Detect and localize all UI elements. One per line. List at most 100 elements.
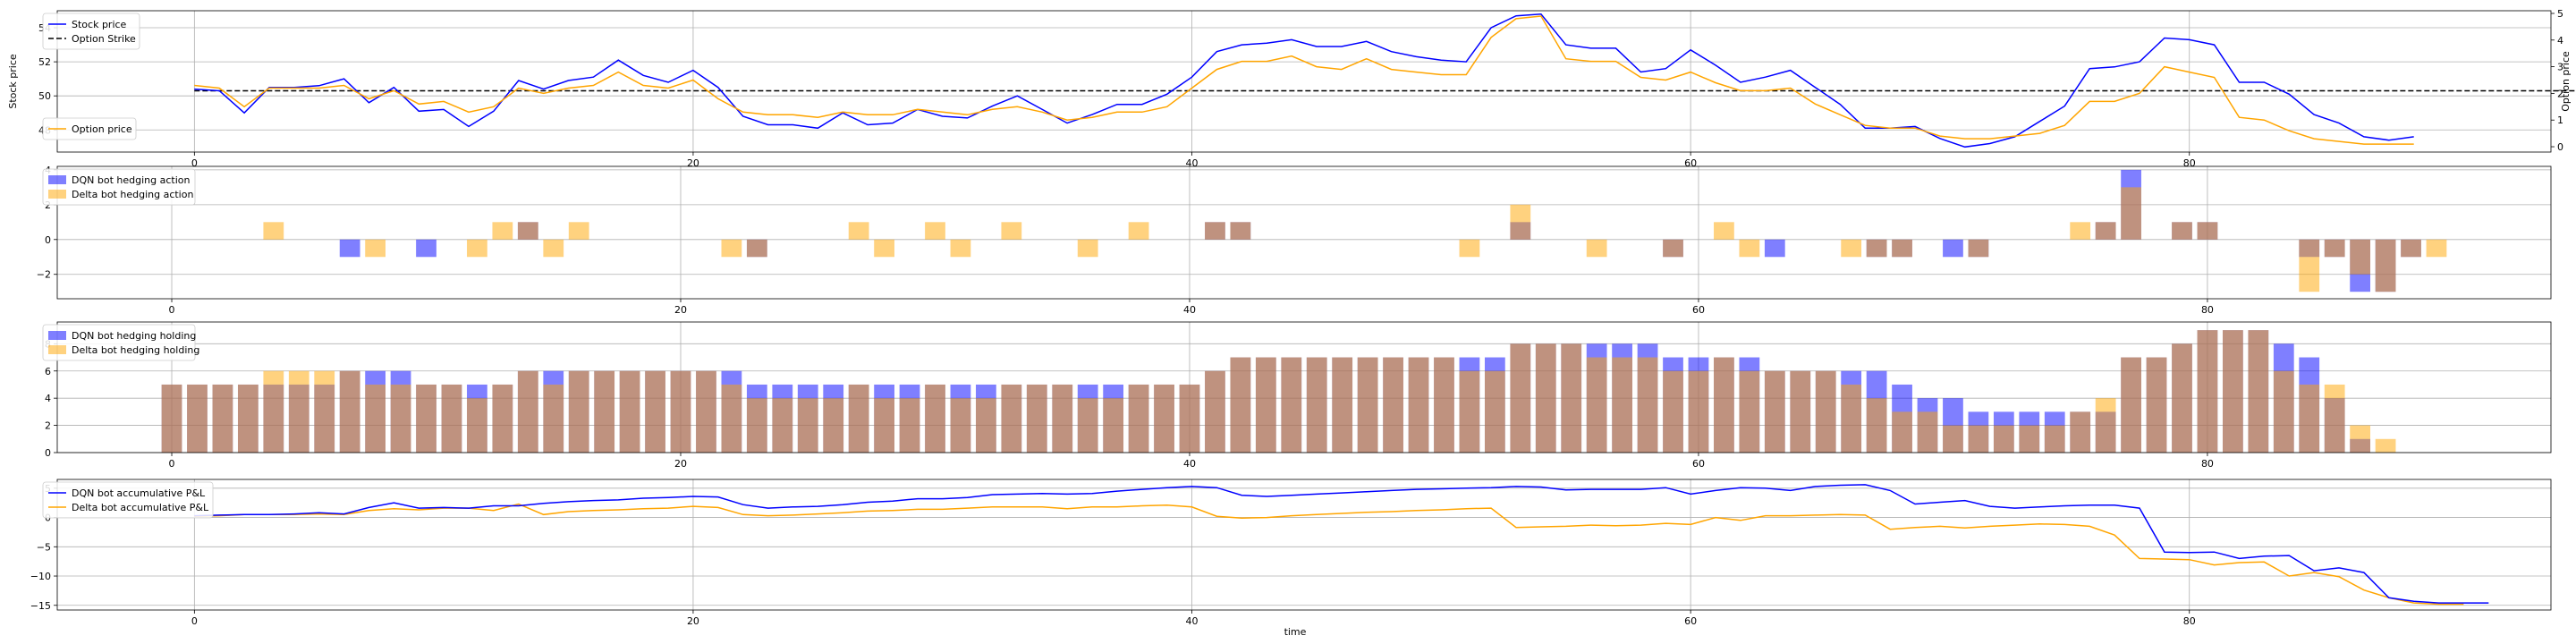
bar (1841, 385, 1861, 453)
y2-tick-label: 4 (2557, 35, 2563, 47)
x-tick-label: 40 (1186, 157, 1199, 169)
bar (1510, 343, 1530, 453)
bar (2299, 240, 2319, 292)
x-tick-label: 80 (2201, 458, 2214, 470)
bar (518, 371, 538, 453)
x-tick-label: 0 (191, 157, 198, 169)
bar (1230, 358, 1250, 453)
axes-frame (57, 11, 2551, 152)
bar (925, 222, 945, 239)
x-axis-label: time (1284, 626, 1307, 638)
bar (569, 222, 589, 239)
x-tick-label: 20 (687, 157, 699, 169)
bar (1001, 222, 1021, 239)
bar (747, 240, 767, 257)
bar (976, 398, 996, 453)
bar (2401, 240, 2421, 257)
bar (442, 385, 462, 453)
x-tick-label: 80 (2183, 615, 2196, 627)
dqn-pnl-line (194, 485, 2488, 603)
bar (1434, 358, 1454, 453)
bar (1230, 222, 1250, 239)
bar (1460, 371, 1480, 453)
bar (492, 222, 513, 239)
bar (1510, 205, 1530, 240)
bar (1892, 240, 1912, 257)
y-tick-label: −5 (37, 541, 51, 553)
y-tick-label: 2 (45, 420, 51, 432)
bar (772, 398, 792, 453)
bar (696, 371, 716, 453)
bar (1969, 426, 1989, 453)
y-tick-label: 0 (45, 447, 51, 459)
bar (1358, 358, 1378, 453)
bar (1409, 358, 1429, 453)
bar (1867, 398, 1887, 453)
x-tick-label: 60 (1684, 157, 1697, 169)
x-tick-label: 20 (674, 458, 687, 470)
hedging-holding-panel: 02040608002468DQN bot hedging holdingDel… (43, 322, 2551, 470)
bar (1943, 426, 1963, 453)
bar (1943, 240, 1963, 257)
bar (569, 371, 589, 453)
bar (2198, 330, 2218, 453)
x-tick-label: 80 (2201, 304, 2214, 316)
y-tick-label: 50 (38, 90, 51, 102)
legend-label: Delta bot hedging action (72, 189, 193, 200)
bar (1918, 411, 1938, 453)
y-tick-label: 0 (45, 234, 51, 246)
bar (518, 222, 538, 239)
bar (1765, 371, 1785, 453)
bar (467, 240, 487, 257)
bar (1663, 371, 1683, 453)
bar (1689, 371, 1709, 453)
bar (1561, 343, 1581, 453)
bar (2096, 398, 2116, 453)
bar (1078, 398, 1098, 453)
bar (2172, 343, 2192, 453)
legend-label: Delta bot hedging holding (72, 344, 199, 356)
y-tick-label: 52 (38, 56, 51, 68)
y2-tick-label: 0 (2557, 141, 2563, 153)
bar (722, 240, 742, 257)
bar (671, 371, 691, 453)
bar (391, 385, 411, 453)
bar (1383, 358, 1403, 453)
bar (722, 385, 742, 453)
y2-tick-label: 1 (2557, 114, 2563, 126)
bar (1281, 358, 1301, 453)
bar (1892, 411, 1912, 453)
bar (2070, 411, 2090, 453)
legend-label: Delta bot accumulative P&L (72, 502, 209, 513)
stock-price-line (194, 14, 2413, 148)
x-tick-label: 40 (1186, 615, 1199, 627)
bar (543, 385, 564, 453)
bar (416, 385, 436, 453)
bar (747, 398, 767, 453)
bar (1536, 343, 1556, 453)
bar (416, 240, 436, 257)
bar (1460, 240, 1480, 257)
bar (1739, 371, 1759, 453)
x-tick-label: 80 (2183, 157, 2196, 169)
bar (2299, 385, 2319, 453)
bar (874, 398, 894, 453)
bar (1663, 240, 1683, 257)
bar (2121, 187, 2141, 239)
bar (492, 385, 513, 453)
x-tick-label: 20 (674, 304, 687, 316)
y-axis-label: Stock price (7, 54, 19, 109)
bar (340, 371, 360, 453)
legend-label: DQN bot hedging action (72, 174, 190, 186)
bar (2045, 426, 2065, 453)
bar (2121, 358, 2141, 453)
bar (365, 240, 386, 257)
bar (1816, 371, 1836, 453)
x-tick-label: 60 (1692, 458, 1705, 470)
bar (1103, 398, 1123, 453)
x-tick-label: 60 (1692, 304, 1705, 316)
bar (2376, 439, 2396, 453)
bar (543, 240, 564, 257)
